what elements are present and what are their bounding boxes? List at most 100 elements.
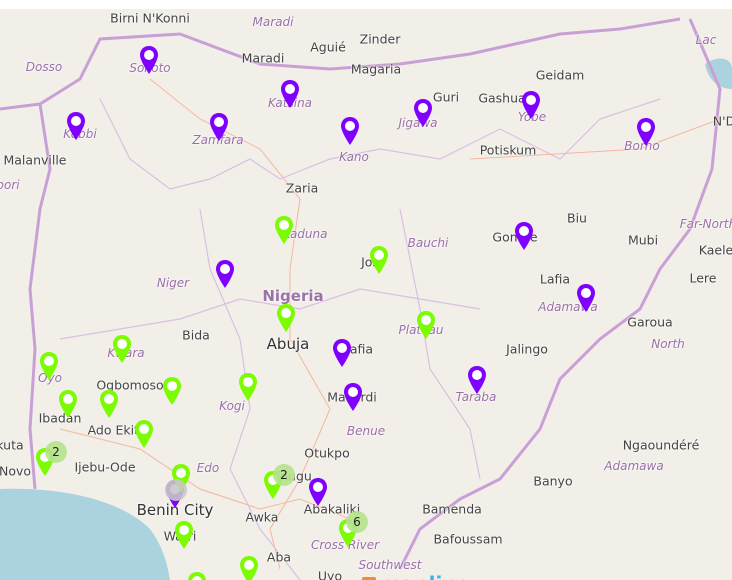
region-label: Taraba	[455, 390, 497, 404]
marker-cluster[interactable]: 6	[346, 511, 368, 533]
map-marker-pin[interactable]	[636, 118, 656, 148]
city-label: Lafia	[539, 271, 571, 287]
city-label: Uyo	[317, 568, 343, 580]
country-label: Nigeria	[262, 287, 324, 305]
city-label: Bida	[182, 327, 210, 343]
city-label: Mubi	[627, 232, 659, 248]
city-label: Zinder	[359, 31, 401, 47]
region-label: Far-North	[679, 217, 732, 231]
city-label: Jalingo	[506, 341, 548, 357]
map-marker-pin[interactable]	[238, 373, 258, 403]
map-marker-pin[interactable]	[332, 339, 352, 369]
city-label: Awka	[245, 509, 279, 525]
map-marker-pin[interactable]	[239, 556, 259, 580]
city-label: Ibadan	[38, 410, 82, 426]
region-label: bori	[0, 178, 20, 192]
city-label: Aguié	[310, 39, 346, 55]
marker-cluster[interactable]: 2	[273, 464, 295, 486]
city-label: Potiskum	[479, 142, 537, 158]
region-label: Zamfara	[192, 133, 244, 147]
city-label: Banyo	[533, 473, 573, 489]
marker-cluster[interactable]	[165, 479, 187, 501]
region-label: Southwest	[358, 558, 422, 572]
map-marker-pin[interactable]	[58, 390, 78, 420]
city-label: Garoua	[627, 314, 673, 330]
city-label: Zaria	[285, 180, 319, 196]
map-marker-pin[interactable]	[276, 304, 296, 334]
region-label: Dosso	[25, 60, 63, 74]
map-base-layer	[0, 17, 732, 580]
city-label: N'D	[712, 113, 732, 129]
city-label: Kaele	[698, 242, 732, 258]
logo-icon	[362, 577, 376, 580]
map-marker-pin[interactable]	[39, 352, 59, 382]
map-marker-pin[interactable]	[134, 420, 154, 450]
map-marker-pin[interactable]	[171, 464, 191, 494]
map-marker-pin[interactable]	[416, 311, 436, 341]
region-label: Adamawa	[604, 459, 664, 473]
region-label: Edo	[196, 461, 220, 475]
region-label: Cross River	[310, 538, 380, 552]
region-label: Jigawa	[398, 116, 438, 130]
map-marker-pin[interactable]	[576, 284, 596, 314]
region-label: Lac	[695, 33, 717, 47]
city-label: Ado Ekiti	[87, 422, 143, 438]
region-label: Kano	[339, 150, 369, 164]
mapline-logo: mapline	[362, 573, 470, 580]
map-marker-pin[interactable]	[280, 80, 300, 110]
region-label: Borno	[624, 139, 660, 153]
city-label: Gashua	[478, 90, 526, 106]
region-label: Kogi	[219, 399, 245, 413]
map-marker-pin[interactable]	[274, 216, 294, 246]
map-marker-pin[interactable]	[99, 390, 119, 420]
region-label: Niger	[156, 276, 190, 290]
roads	[59, 78, 721, 570]
city-label: Novo	[0, 463, 32, 479]
city-label: Ogbomoso	[96, 377, 164, 393]
city-label: Lere	[689, 270, 717, 286]
region-label: Kaduna	[282, 227, 328, 241]
city-label: Guri	[432, 89, 460, 105]
map-marker-pin[interactable]	[514, 222, 534, 252]
city-label: Ngaoundéré	[622, 437, 700, 453]
logo-text: mapline	[380, 573, 470, 580]
region-label: Maradi	[252, 15, 294, 29]
city-label: Birni N'Konni	[110, 10, 190, 26]
map-canvas[interactable]: Birni N'Konni Maradi Aguié Zinder Magaria Gei…	[0, 9, 732, 580]
city-label: Geidam	[535, 67, 585, 83]
map-marker-pin[interactable]	[174, 521, 194, 551]
region-label: Bauchi	[407, 236, 449, 250]
city-label: kuta	[0, 437, 24, 453]
map-marker-pin[interactable]	[308, 478, 328, 508]
marker-cluster[interactable]: 2	[45, 441, 67, 463]
city-label: Ijebu-Ode	[74, 459, 136, 475]
map-marker-pin[interactable]	[413, 99, 433, 129]
country-borders	[0, 17, 722, 570]
map-marker-pin[interactable]	[209, 113, 229, 143]
map-marker-pin[interactable]	[162, 377, 182, 407]
map-marker-pin[interactable]	[215, 260, 235, 290]
city-label: Biu	[567, 210, 587, 226]
map-marker-pin[interactable]	[340, 117, 360, 147]
city-label: Magaria	[350, 61, 402, 77]
city-label: Malanville	[3, 152, 67, 168]
map-marker-pin[interactable]	[343, 383, 363, 413]
city-label-benin-city: Benin City	[136, 501, 214, 519]
region-label: North	[651, 337, 685, 351]
region-label: Benue	[346, 424, 386, 438]
map-marker-pin[interactable]	[66, 112, 86, 142]
city-label-abuja: Abuja	[266, 335, 310, 353]
map-marker-pin[interactable]	[187, 572, 207, 580]
map-marker-pin[interactable]	[112, 335, 132, 365]
city-label: Bafoussam	[433, 531, 503, 547]
state-borders	[59, 98, 661, 580]
city-label: Maradi	[241, 50, 285, 66]
city-label: Aba	[266, 549, 292, 565]
sea	[0, 488, 170, 580]
city-label: Otukpo	[304, 445, 350, 461]
map-marker-pin[interactable]	[467, 366, 487, 396]
city-label: Bamenda	[422, 501, 482, 517]
map-marker-pin[interactable]	[139, 46, 159, 76]
map-marker-pin[interactable]	[369, 246, 389, 276]
map-marker-pin[interactable]	[521, 91, 541, 121]
